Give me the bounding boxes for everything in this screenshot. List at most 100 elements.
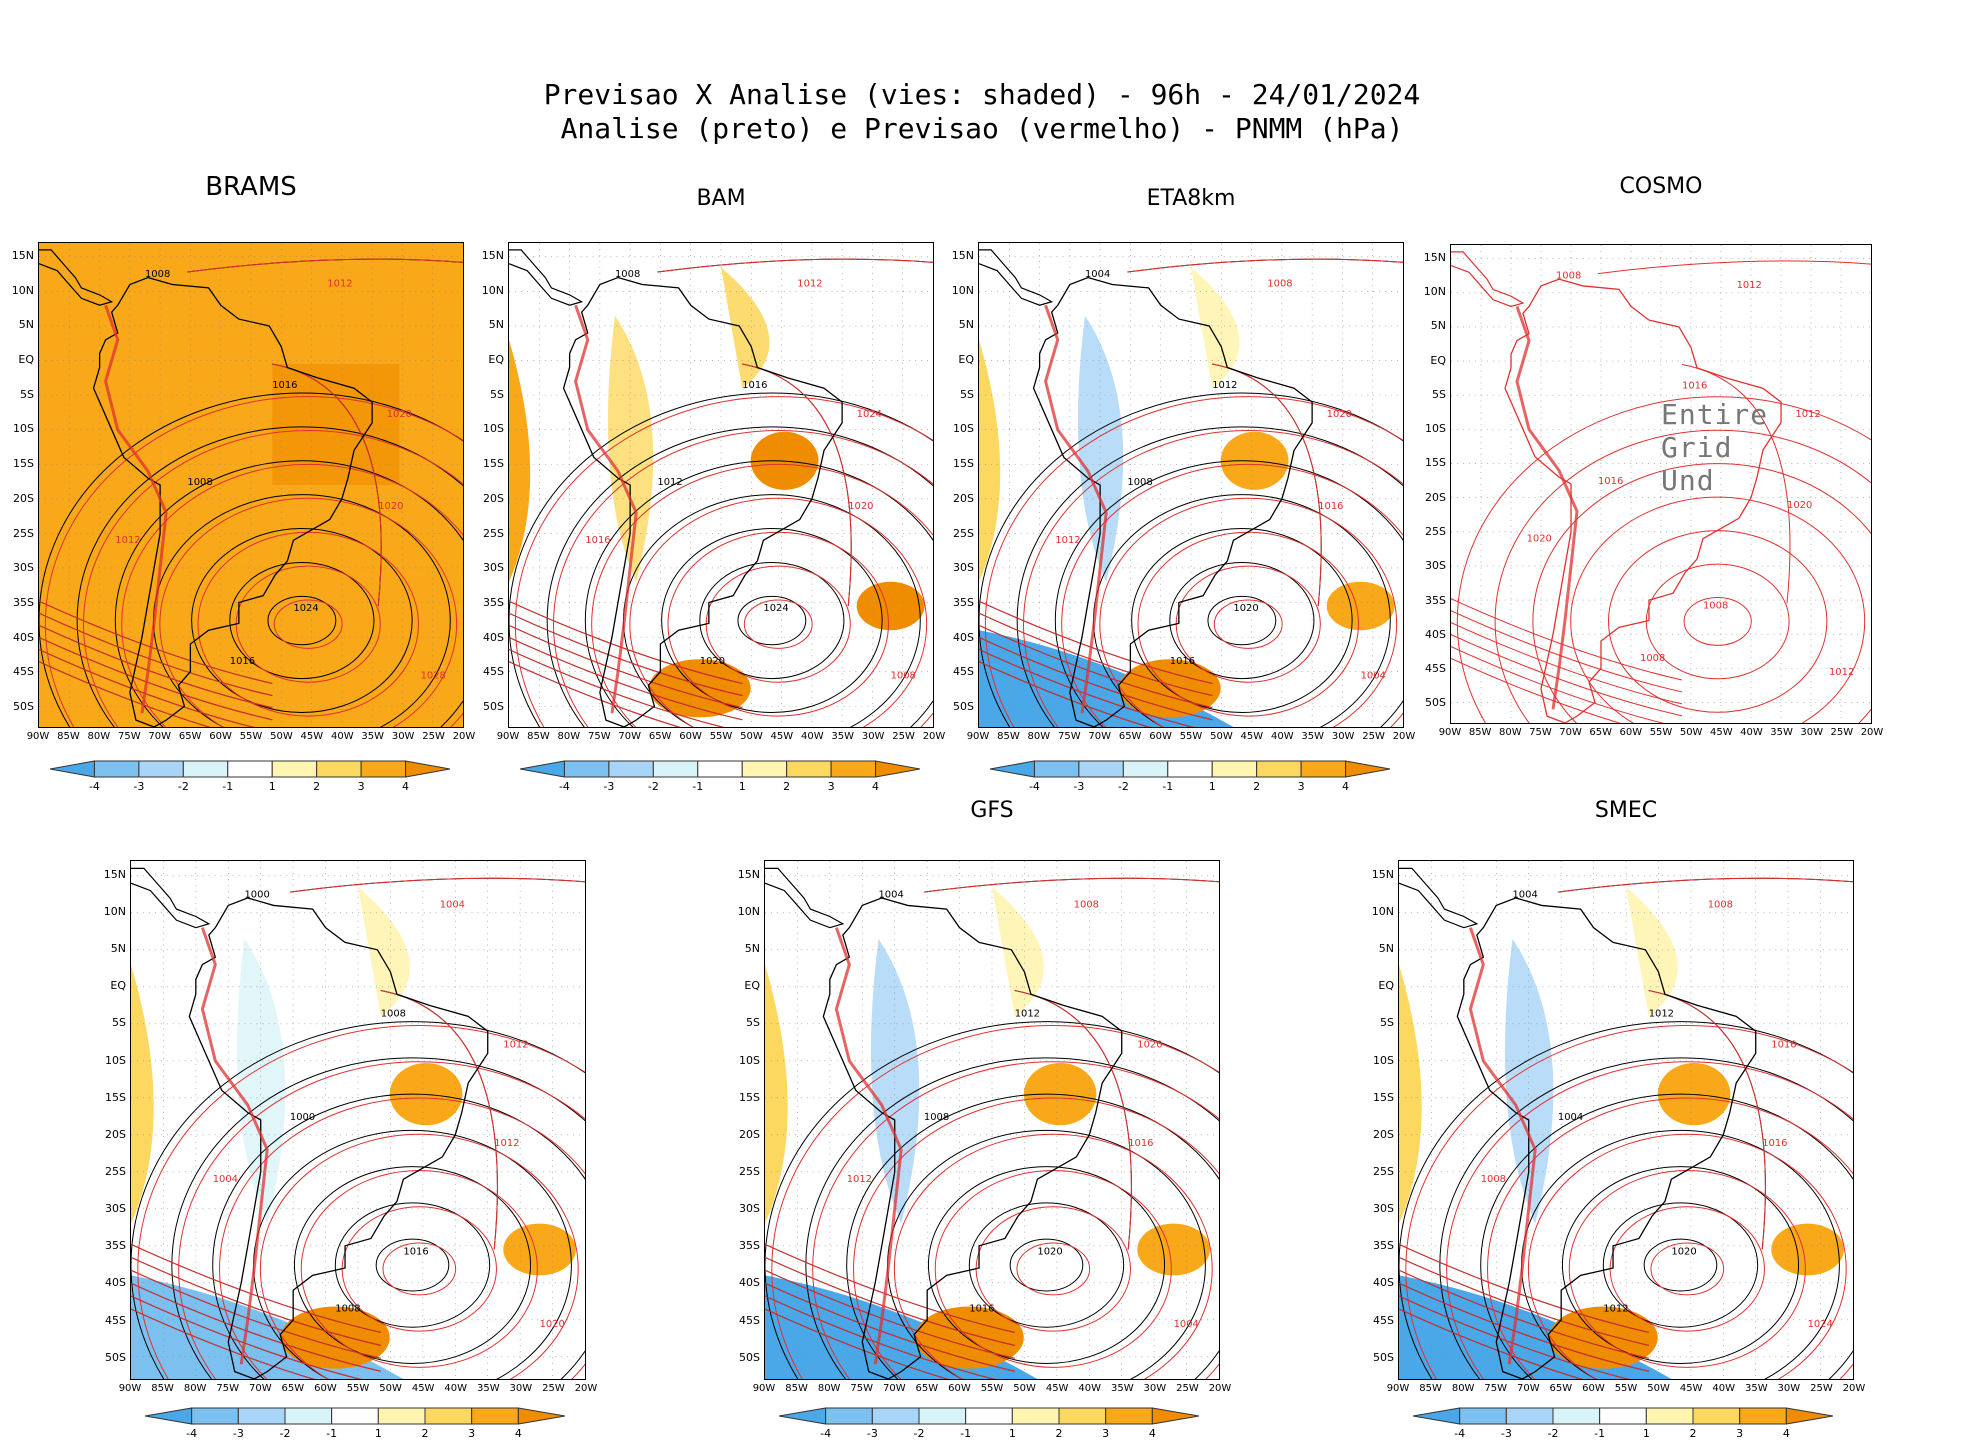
isobar-contour xyxy=(765,1308,949,1379)
lat-tick-label: 10N xyxy=(1371,905,1394,918)
lon-tick-label: 60W xyxy=(679,731,702,742)
lat-tick-label: 50S xyxy=(1373,1350,1394,1364)
legend-swatch xyxy=(825,1407,873,1425)
bias-shading xyxy=(1504,938,1554,1224)
legend-tick-label: 4 xyxy=(1342,780,1350,793)
contour-label: 1012 xyxy=(115,535,140,546)
legend-swatch xyxy=(871,1407,920,1425)
legend-tick-label: 4 xyxy=(872,780,880,793)
contour-label: 1016 xyxy=(1318,501,1343,512)
isobar-contour xyxy=(743,599,813,649)
lon-tick-label: 30W xyxy=(509,1383,533,1394)
lon-tick-label: 45W xyxy=(300,731,324,742)
lat-tick-label: 5N xyxy=(488,318,504,332)
isobar-contour xyxy=(1014,990,1132,1250)
lon-tick-label: 25W xyxy=(892,731,915,742)
legend-swatch xyxy=(316,760,362,778)
isobar-contour xyxy=(382,1242,457,1296)
lat-tick-label: 45S xyxy=(13,665,34,679)
isobar-contour xyxy=(1451,646,1665,723)
legend-swatch xyxy=(652,760,699,778)
lon-tick-label: 25W xyxy=(542,1383,565,1394)
isobar-contour xyxy=(1054,460,1403,727)
legend-tick-label: 1 xyxy=(738,780,746,793)
andes-contours xyxy=(200,927,269,1365)
andes-contours xyxy=(1468,927,1537,1365)
lat-tick-label: EQ xyxy=(488,353,504,367)
isobar-contour xyxy=(1399,1269,1649,1359)
lon-tick-label: 55W xyxy=(1614,1383,1638,1394)
contour-label: 1000 xyxy=(290,1112,315,1123)
isobar-contour xyxy=(1527,1133,1847,1379)
lat-tick-label: 40S xyxy=(1373,1276,1394,1290)
isobar-contour xyxy=(76,426,463,727)
lon-tick-label: 50W xyxy=(1013,1383,1036,1394)
legend-tick-label: 2 xyxy=(783,780,791,793)
legend-tick-label: -3 xyxy=(133,780,145,793)
legend-tick-label: 3 xyxy=(1736,1427,1744,1440)
isobar-contour xyxy=(1650,1242,1725,1296)
contour-label: 1012 xyxy=(1737,280,1762,291)
isobar-contour xyxy=(1016,1242,1091,1296)
isobar-contour xyxy=(1561,1166,1800,1364)
lon-tick-label: 25W xyxy=(1362,731,1385,742)
lon-tick-label: 65W xyxy=(915,1383,939,1394)
isobar-contour xyxy=(131,1256,381,1346)
panel-title: GFS xyxy=(970,798,1014,823)
lon-tick-label: 30W xyxy=(1143,1383,1167,1394)
lon-tick-label: 90W xyxy=(26,731,50,742)
undefined-grid-notice: Entire Grid Und xyxy=(1661,397,1769,497)
lat-tick-label: 20S xyxy=(1373,1127,1394,1141)
lon-tick-label: 80W xyxy=(1451,1383,1475,1394)
lon-tick-label: 35W xyxy=(831,731,855,742)
isobar-contour xyxy=(375,1238,450,1292)
contour-label: 1020 xyxy=(387,409,412,420)
legend-tick-label: -4 xyxy=(558,780,570,793)
contour-label: 1024 xyxy=(763,603,788,614)
isobar-contour xyxy=(39,624,273,709)
legend-swatch xyxy=(608,760,654,778)
contour-label: 1008 xyxy=(1481,1174,1506,1185)
legend-tick-label: -2 xyxy=(177,780,189,793)
contour-label: 1004 xyxy=(213,1174,238,1185)
lat-tick-label: 15N xyxy=(951,248,974,262)
isobar-contour xyxy=(1399,1243,1649,1333)
legend-tick-label: 4 xyxy=(514,1427,522,1440)
lon-tick-label: 50W xyxy=(740,731,763,742)
lat-tick-label: 50S xyxy=(1425,696,1446,710)
map-eta8km: 1004 1008 1012 1016 1020 1004 1008 1012 1016 1020 xyxy=(978,242,1404,728)
isobar-contour xyxy=(273,599,343,649)
lon-tick-label: 60W xyxy=(1149,731,1172,742)
legend-swatch xyxy=(697,760,743,778)
legend-swatch xyxy=(1211,760,1258,778)
isobar-contour xyxy=(114,460,463,727)
andes-contours xyxy=(1515,305,1579,710)
coastline xyxy=(979,249,1054,306)
legend-swatch xyxy=(830,760,877,778)
legend-swatch xyxy=(965,1407,1013,1425)
isobar-contour xyxy=(259,1133,579,1379)
legend-swatch xyxy=(779,1407,827,1425)
lon-tick-label: 85W xyxy=(1468,727,1492,738)
contour-label: 1016 xyxy=(1762,1138,1787,1149)
legend-swatch xyxy=(520,760,565,778)
bias-shading xyxy=(1077,315,1124,582)
isobar-contour xyxy=(334,1202,491,1328)
contour-label: 1008 xyxy=(381,1008,406,1019)
isobar-contour xyxy=(765,1295,996,1379)
panel-title: ETA8km xyxy=(1146,186,1236,211)
lon-tick-label: 25W xyxy=(422,731,445,742)
lon-tick-label: 70W xyxy=(1088,731,1112,742)
isobar-contour xyxy=(1009,1238,1084,1292)
isobar-contour xyxy=(159,497,458,727)
coastline xyxy=(822,897,1123,1379)
legend-swatch xyxy=(50,760,95,778)
lat-tick-label: 45S xyxy=(739,1313,760,1327)
bias-shading xyxy=(358,886,410,1017)
isobar-contour xyxy=(1643,1238,1718,1292)
lon-tick-label: 50W xyxy=(1647,1383,1670,1394)
lon-tick-label: 75W xyxy=(1529,727,1552,738)
lat-tick-label: 10S xyxy=(1373,1053,1394,1067)
lon-tick-label: 65W xyxy=(648,731,672,742)
isobar-contour xyxy=(1023,430,1403,727)
